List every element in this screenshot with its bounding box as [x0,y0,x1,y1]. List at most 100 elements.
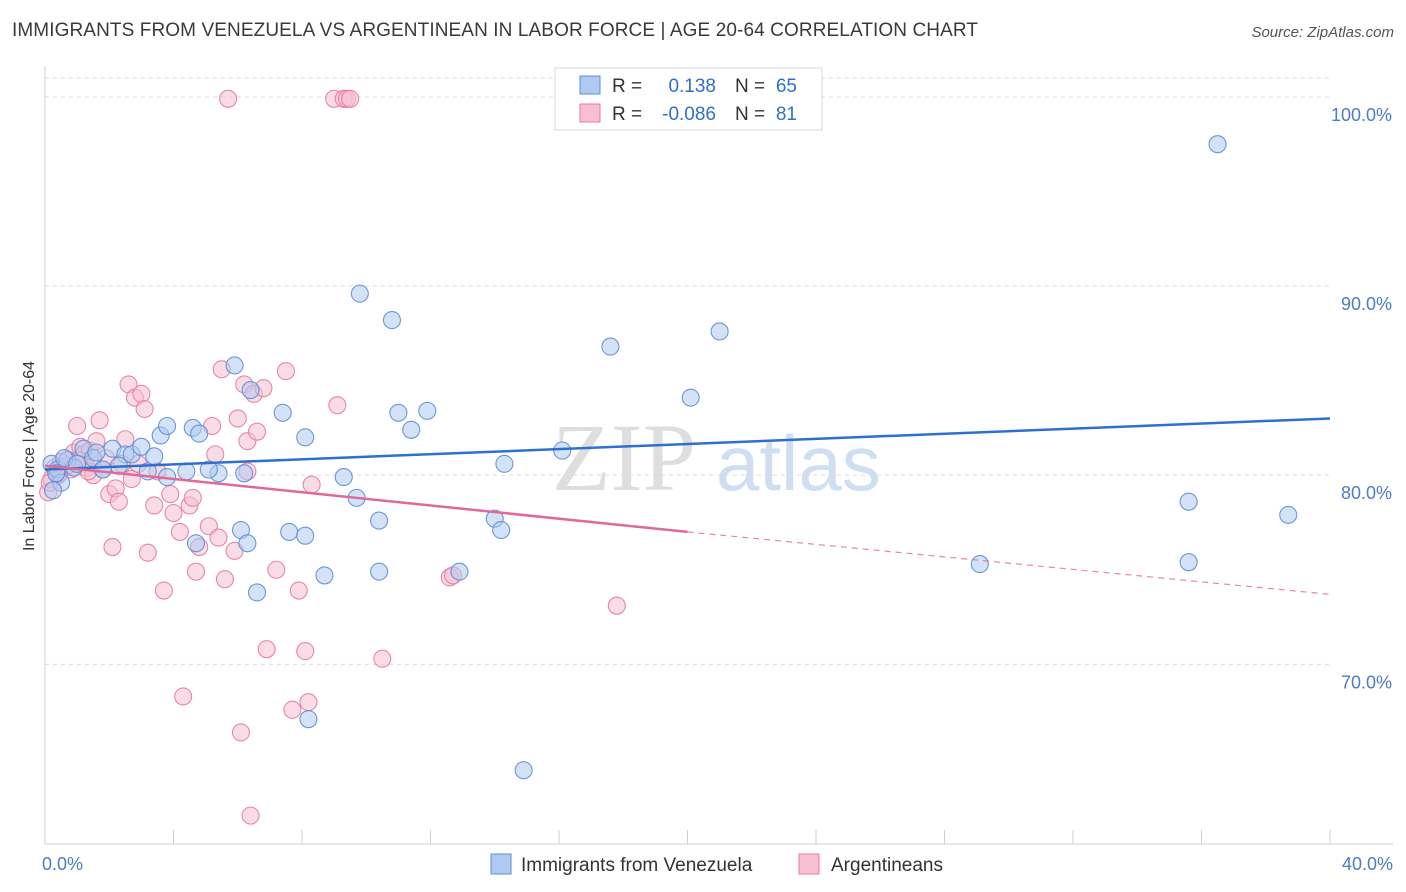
argentineans-point [183,488,202,507]
legend-n-label-2: N = [735,104,765,125]
argentineans-point [231,723,251,742]
argentineans-point [170,522,189,541]
x-tick-label: 0.0% [42,854,83,874]
venezuela-point [681,388,700,407]
argentineans-point [283,700,302,719]
argentineans-point [103,538,122,557]
argentineans-point [373,649,392,668]
argentineans-point [161,485,180,504]
argentineans-point [164,503,183,523]
venezuela-point [299,710,318,729]
watermark-atlas: atlas [716,419,881,507]
argentineans-point [206,445,225,464]
venezuela-point [370,511,389,530]
venezuela-point [145,447,164,466]
venezuela-point [296,428,315,447]
venezuela-point [710,322,729,341]
argentineans-point [289,581,308,600]
argentineans-point [328,396,347,415]
argentineans-point [341,89,360,108]
venezuela-point [235,464,254,483]
axes [44,66,1393,845]
argentineans-point [174,687,193,706]
x-tick-labels: 0.0% 40.0% [42,854,1393,874]
venezuela-point [296,526,315,545]
venezuela-point [273,403,292,422]
argentineans-point [154,581,173,600]
trend-lines [44,417,1331,595]
argentineans-point [607,596,626,615]
venezuela-point [43,481,63,500]
venezuela-point [1208,135,1227,154]
argentineans-point [68,416,87,436]
venezuela-point [389,403,408,422]
argentineans-point [145,496,164,515]
venezuela-point [93,460,112,479]
argentineans-point [186,562,206,581]
legend-r-label-2: R = [612,104,642,125]
legend-n-label-1: N = [735,76,765,97]
venezuela-point [1179,553,1198,572]
venezuela-point [1279,505,1298,524]
venezuela-point [418,401,437,420]
y-axis-title: In Labor Force | Age 20-64 [21,361,38,551]
venezuela-point [186,534,206,553]
venezuela-point [190,424,209,443]
argentineans-point [299,693,318,712]
argentineans-point [267,560,286,579]
watermark: ZIP atlas [552,404,881,511]
argentineans-point [257,640,276,659]
bottom-legend-label-venezuela: Immigrants from Venezuela [521,855,753,876]
venezuela-point [450,562,469,581]
argentineans-point [219,89,238,108]
venezuela-point [495,454,514,473]
legend-r-value-1: 0.138 [668,76,716,97]
venezuela-point [970,555,989,574]
legend-r-label-1: R = [612,76,642,97]
argentineans-point [90,411,109,430]
venezuela-point [1179,492,1198,511]
argentineans-point [247,422,267,441]
venezuela-point [601,337,620,356]
source-label: Source: ZipAtlas.com [1251,24,1394,41]
argentineans-point [109,492,128,511]
venezuela-point [315,566,334,585]
venezuela-point [382,311,402,330]
bottom-legend-swatch-blue [490,853,512,875]
venezuela-point [241,381,260,400]
legend-n-value-1: 65 [776,76,797,97]
y-tick-label: 90.0% [1341,294,1392,314]
argentineans-point [228,409,247,428]
venezuela-point [238,534,257,553]
argentineans-point [132,384,151,403]
y-tick-label: 80.0% [1341,483,1392,503]
bottom-legend-swatch-pink [798,853,820,875]
argentineans-point [209,528,228,547]
series-legend: Immigrants from Venezuela Argentineans [490,853,943,876]
legend-n-value-2: 81 [776,104,797,125]
legend-swatch-blue [579,75,601,95]
argentineans-point [215,570,234,589]
correlation-legend: R = 0.138 N = 65 R = -0.086 N = 81 [554,67,823,131]
argentineans-point [302,475,321,494]
chart-title: IMMIGRANTS FROM VENEZUELA VS ARGENTINEAN… [12,20,979,41]
venezuela-point [132,437,151,456]
argentineans-point [241,806,260,825]
argentineans-point [276,362,295,381]
y-tick-label: 100.0% [1331,105,1392,125]
x-tick-label: 40.0% [1342,854,1393,874]
venezuela-point [492,520,511,540]
argentineans-point [138,543,157,562]
venezuela-point [514,761,533,780]
venezuela-point [87,443,106,462]
legend-r-value-2: -0.086 [662,104,716,125]
argentineans-trend-line [44,464,688,534]
venezuela-trend-line [44,417,1331,471]
venezuela-point [280,522,299,541]
venezuela-point [402,420,421,439]
argentineans-point [296,642,315,661]
y-tick-labels: 70.0% 80.0% 90.0% 100.0% [1331,105,1392,692]
venezuela-point [199,460,218,479]
venezuela-point [553,441,572,460]
